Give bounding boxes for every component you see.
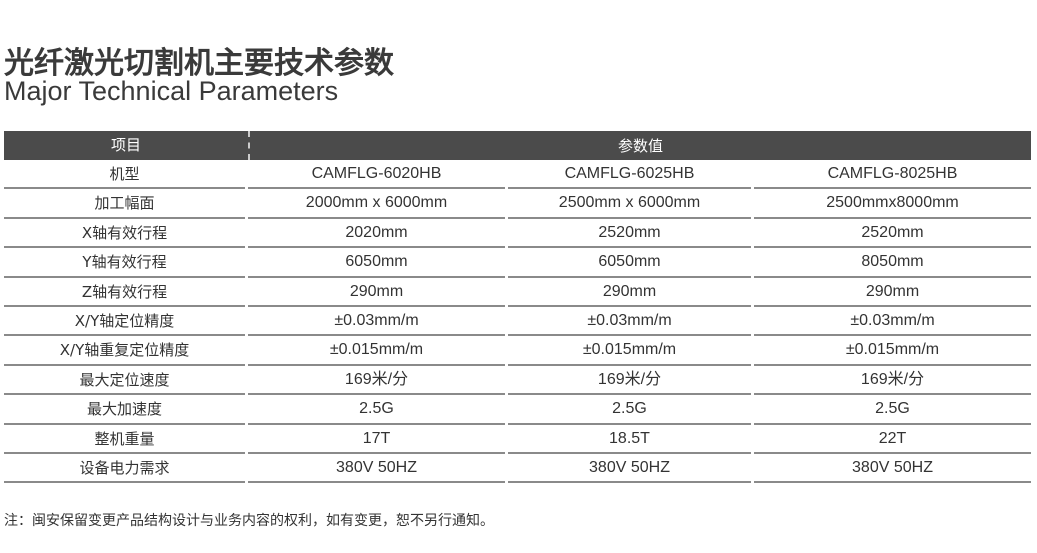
row-value: 169米/分 — [508, 366, 751, 396]
row-value: 380V 50HZ — [754, 454, 1031, 484]
row-value: 17T — [248, 425, 505, 454]
row-label: 设备电力需求 — [4, 454, 245, 484]
row-value: 380V 50HZ — [508, 454, 751, 484]
row-value: 2500mm x 6000mm — [508, 189, 751, 219]
row-value: 169米/分 — [248, 366, 505, 396]
row-value: ±0.015mm/m — [248, 336, 505, 366]
row-value: 290mm — [754, 278, 1031, 307]
row-value: 2.5G — [754, 395, 1031, 425]
row-value: 6050mm — [508, 248, 751, 278]
row-value: CAMFLG-6020HB — [248, 160, 505, 190]
row-value: 290mm — [248, 278, 505, 307]
row-value: 6050mm — [248, 248, 505, 278]
row-value: 2.5G — [248, 395, 505, 425]
row-value: 2000mm x 6000mm — [248, 189, 505, 219]
row-label: 整机重量 — [4, 425, 245, 454]
row-label: 机型 — [4, 160, 245, 190]
row-value: ±0.03mm/m — [754, 307, 1031, 337]
table-row: X/Y轴重复定位精度 ±0.015mm/m ±0.015mm/m ±0.015mm/m — [4, 336, 1031, 366]
table-row: Y轴有效行程 6050mm 6050mm 8050mm — [4, 248, 1031, 278]
row-label: 加工幅面 — [4, 189, 245, 219]
row-value: 2520mm — [754, 219, 1031, 249]
row-label: 最大定位速度 — [4, 366, 245, 396]
row-label: Y轴有效行程 — [4, 248, 245, 278]
row-value: 380V 50HZ — [248, 454, 505, 484]
row-value: 22T — [754, 425, 1031, 454]
row-value: 2.5G — [508, 395, 751, 425]
row-value: ±0.03mm/m — [508, 307, 751, 337]
table-row: 加工幅面 2000mm x 6000mm 2500mm x 6000mm 2500mm… — [4, 189, 1031, 219]
table-row: 最大定位速度 169米/分 169米/分 169米/分 — [4, 366, 1031, 396]
table-row: X/Y轴定位精度 ±0.03mm/m ±0.03mm/m ±0.03mm/m — [4, 307, 1031, 337]
row-label: X轴有效行程 — [4, 219, 245, 249]
table-header: 项目 参数值 — [4, 131, 1031, 160]
row-value: 8050mm — [754, 248, 1031, 278]
table-row: X轴有效行程 2020mm 2520mm 2520mm — [4, 219, 1031, 249]
row-value: CAMFLG-6025HB — [508, 160, 751, 190]
row-label: X/Y轴定位精度 — [4, 307, 245, 337]
row-value: CAMFLG-8025HB — [754, 160, 1031, 190]
header-item: 项目 — [4, 131, 250, 160]
table-row: 设备电力需求 380V 50HZ 380V 50HZ 380V 50HZ — [4, 454, 1031, 484]
table-row: 整机重量 17T 18.5T 22T — [4, 425, 1031, 454]
row-label: Z轴有效行程 — [4, 278, 245, 307]
table-row: 机型 CAMFLG-6020HB CAMFLG-6025HB CAMFLG-8025H… — [4, 160, 1031, 190]
row-value: 2500mmx8000mm — [754, 189, 1031, 219]
row-value: ±0.03mm/m — [248, 307, 505, 337]
row-label: 最大加速度 — [4, 395, 245, 425]
table-row: 最大加速度 2.5G 2.5G 2.5G — [4, 395, 1031, 425]
row-value: 290mm — [508, 278, 751, 307]
header-values: 参数值 — [617, 137, 663, 155]
row-value: ±0.015mm/m — [508, 336, 751, 366]
row-value: 169米/分 — [754, 366, 1031, 396]
row-value: 2520mm — [508, 219, 751, 249]
table-row: Z轴有效行程 290mm 290mm 290mm — [4, 278, 1031, 307]
page-subtitle: Major Technical Parameters — [4, 76, 339, 106]
row-value: 2020mm — [248, 219, 505, 249]
footnote: 注：闽安保留变更产品结构设计与业务内容的权利，如有变更，恕不另行通知。 — [4, 513, 494, 529]
row-value: ±0.015mm/m — [754, 336, 1031, 366]
row-label: X/Y轴重复定位精度 — [4, 336, 245, 366]
page-title: 光纤激光切割机主要技术参数 — [4, 46, 394, 81]
parameters-table: 项目 参数值 机型 CAMFLG-6020HB CAMFLG-6025HB CAMFL… — [4, 131, 1031, 484]
row-value: 18.5T — [508, 425, 751, 454]
